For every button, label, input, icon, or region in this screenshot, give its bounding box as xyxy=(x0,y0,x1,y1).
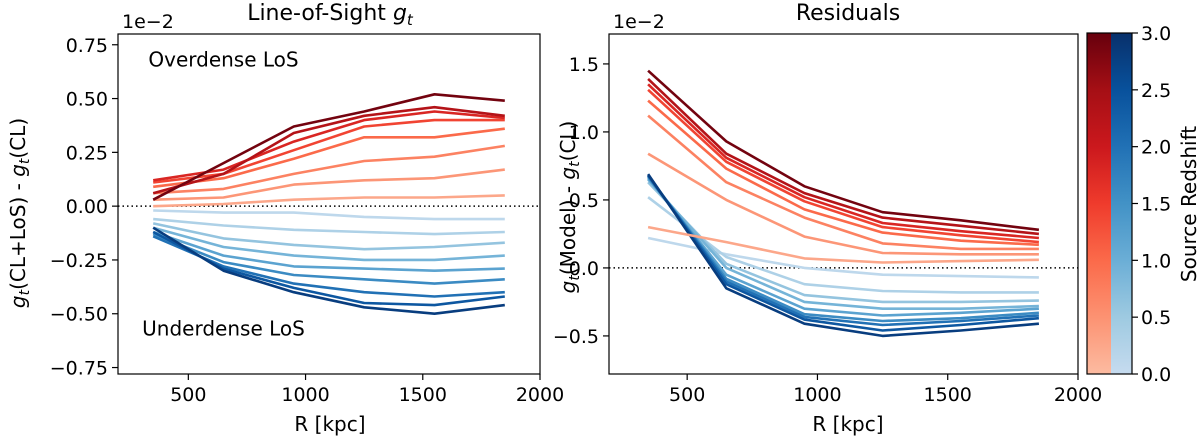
series-line xyxy=(153,217,505,236)
series-line xyxy=(153,118,505,184)
annotation: Overdense LoS xyxy=(148,47,298,71)
series-line xyxy=(152,105,505,195)
plot-frame xyxy=(608,33,1079,375)
x-tick-label: 2000 xyxy=(516,384,564,406)
x-tick-label: 1500 xyxy=(924,384,972,406)
y-tick-label: −0.25 xyxy=(50,250,108,272)
colorbar-reds xyxy=(1087,33,1111,374)
series-line xyxy=(153,209,505,221)
series-line xyxy=(647,225,1039,264)
y-tick-label: 0.25 xyxy=(66,142,108,164)
series-line xyxy=(152,226,505,262)
left-plot-area: 500 1000 1500 2000 −0.75 −0.50 −0.25 0.00 0.25 0.… xyxy=(50,33,564,406)
colorbar-tick-label: 2.5 xyxy=(1141,80,1171,102)
y-tick-label: 0.0 xyxy=(569,258,599,280)
series-line xyxy=(647,69,1040,232)
series-line xyxy=(153,168,505,201)
y-tick-label: 0.50 xyxy=(66,89,108,111)
colorbar-tick-label: 2.0 xyxy=(1141,137,1171,159)
x-tick-label: 500 xyxy=(170,384,206,406)
y-tick-label: 1.0 xyxy=(569,122,599,144)
series-line xyxy=(152,232,505,285)
panel-residuals: Residuals 1e−2 500 1000 1500 2000 −0.5 0.0 0.5… xyxy=(553,1,1102,436)
colorbar-tick-label: 3.0 xyxy=(1141,23,1171,45)
colorbar-blues xyxy=(1111,33,1132,374)
left-offset-label: 1e−2 xyxy=(122,11,174,33)
annotation: Underdense LoS xyxy=(142,316,305,340)
colorbar-tick-label: 1.5 xyxy=(1141,194,1171,216)
series-line xyxy=(647,114,1039,251)
series-line xyxy=(152,226,505,316)
series-line xyxy=(152,93,505,201)
x-tick-label: 1000 xyxy=(281,384,329,406)
series-line xyxy=(647,174,1039,327)
y-tick-label: −0.75 xyxy=(50,358,108,380)
series-line xyxy=(647,88,1040,244)
colorbar-tick-label: 0.5 xyxy=(1141,307,1171,329)
series-line xyxy=(647,174,1040,332)
series-line xyxy=(647,77,1040,236)
left-y-label: gt(CL+LoS) - gt(CL) xyxy=(6,118,33,308)
series-line xyxy=(153,144,505,195)
series-line xyxy=(647,177,1039,317)
x-tick-label: 1000 xyxy=(793,384,841,406)
right-offset-label: 1e−2 xyxy=(613,11,665,33)
series-line xyxy=(647,196,1039,294)
x-tick-label: 2000 xyxy=(1054,384,1102,406)
colorbar: 0.0 0.5 1.0 1.5 2.0 2.5 3.0 Source Redshift xyxy=(1086,23,1200,386)
right-x-label: R [kpc] xyxy=(812,412,883,436)
right-title: Residuals xyxy=(796,1,900,26)
y-tick-label: 0.75 xyxy=(66,35,108,57)
right-y-label: gt(Model) - gt(CL) xyxy=(556,121,583,294)
right-plot-area: 500 1000 1500 2000 −0.5 0.0 0.5 1.0 1.5 xyxy=(553,33,1102,406)
x-tick-label: 1500 xyxy=(399,384,447,406)
y-tick-label: −0.50 xyxy=(50,304,108,326)
panel-line-of-sight: Line-of-Sight gt 1e−2 500 1000 1500 2000 −0.… xyxy=(6,1,564,436)
series-line xyxy=(647,99,1039,247)
series-line xyxy=(153,127,505,189)
left-x-label: R [kpc] xyxy=(294,412,365,436)
x-tick-label: 500 xyxy=(669,384,705,406)
colorbar-label: Source Redshift xyxy=(1177,126,1200,282)
series-line xyxy=(647,178,1039,311)
series-line xyxy=(153,110,505,182)
y-tick-label: −0.5 xyxy=(553,326,599,348)
series-line xyxy=(152,222,505,251)
colorbar-ticks: 0.0 0.5 1.0 1.5 2.0 2.5 3.0 xyxy=(1132,23,1171,386)
colorbar-tick-label: 1.0 xyxy=(1141,250,1171,272)
colorbar-tick-label: 0.0 xyxy=(1141,364,1171,386)
y-tick-label: 1.5 xyxy=(569,54,599,76)
series-line xyxy=(647,181,1039,304)
y-tick-label: 0.00 xyxy=(66,196,108,218)
series-line xyxy=(152,230,505,273)
series-line xyxy=(153,194,505,208)
series-line xyxy=(647,152,1039,256)
plot-frame xyxy=(117,33,541,375)
y-tick-label: 0.5 xyxy=(569,190,599,212)
series-line xyxy=(647,83,1040,240)
left-title: Line-of-Sight gt xyxy=(247,1,414,29)
series-line xyxy=(647,173,1040,338)
